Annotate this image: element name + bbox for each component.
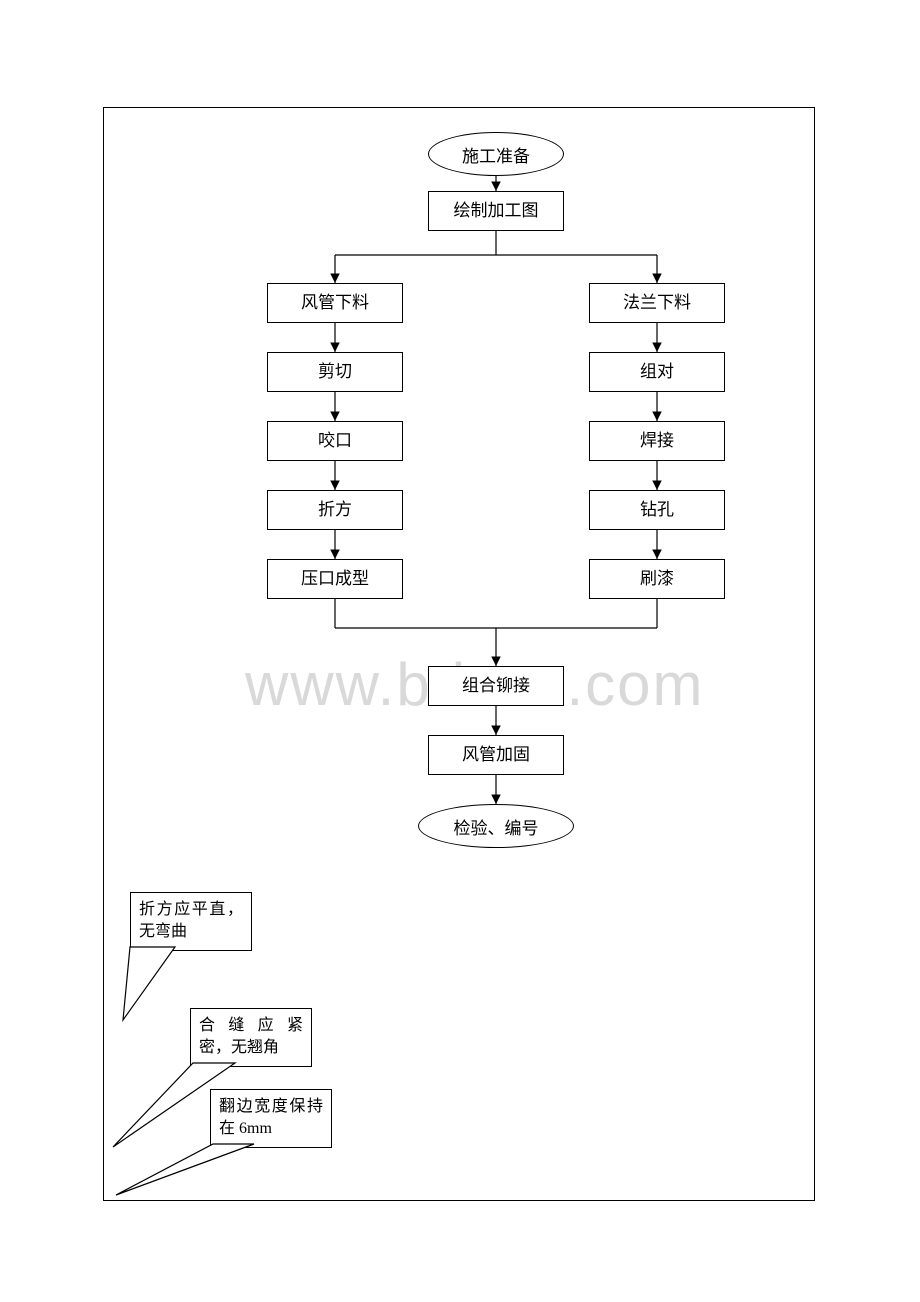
node-r5: 刷漆 [589,559,725,599]
page: www.bdocx.com 施工准备 绘制加工图 风管下料 剪切 咬口 折方 压… [0,0,920,1302]
node-reinf: 风管加固 [428,735,564,775]
label: 检验、编号 [454,814,539,839]
label: 焊接 [640,431,674,451]
node-start: 施工准备 [428,132,564,176]
label: 法兰下料 [623,293,691,313]
node-l2: 剪切 [267,352,403,392]
label: 压口成型 [301,569,369,589]
label: 风管下料 [301,293,369,313]
node-l3: 咬口 [267,421,403,461]
node-l1: 风管下料 [267,283,403,323]
label: 刷漆 [640,569,674,589]
node-l5: 压口成型 [267,559,403,599]
node-l4: 折方 [267,490,403,530]
node-r1: 法兰下料 [589,283,725,323]
node-draw: 绘制加工图 [428,191,564,231]
label: 施工准备 [462,142,530,167]
label: 组合铆接 [462,676,530,696]
callout-1: 折方应平直，无弯曲 [130,892,252,951]
label: 组对 [640,362,674,382]
node-end: 检验、编号 [418,804,574,848]
label: 折方 [318,500,352,520]
callout-3: 翻边宽度保持在 6mm [210,1089,332,1148]
label: 剪切 [318,362,352,382]
label: 折方应平直，无弯曲 [139,901,243,940]
node-merge: 组合铆接 [428,666,564,706]
label: 绘制加工图 [454,201,539,221]
label: 合 缝 应 紧密，无翘角 [199,1017,303,1056]
callout-2: 合 缝 应 紧密，无翘角 [190,1008,312,1067]
label: 翻边宽度保持在 6mm [219,1098,323,1137]
node-r3: 焊接 [589,421,725,461]
node-r4: 钻孔 [589,490,725,530]
label: 风管加固 [462,745,530,765]
label: 咬口 [318,431,352,451]
node-r2: 组对 [589,352,725,392]
label: 钻孔 [640,500,674,520]
